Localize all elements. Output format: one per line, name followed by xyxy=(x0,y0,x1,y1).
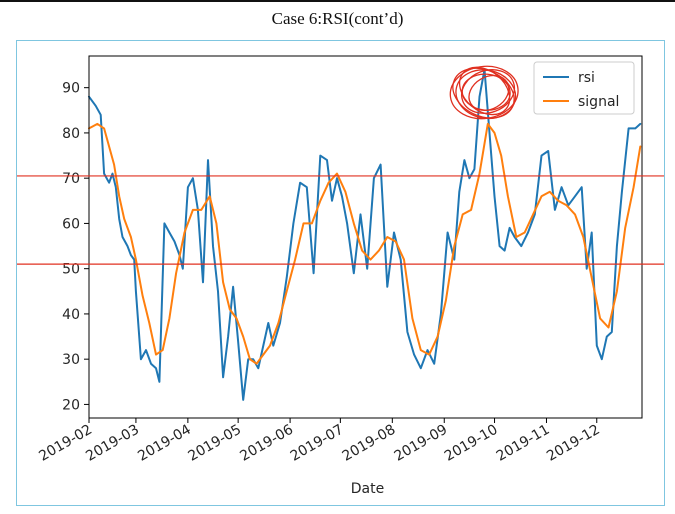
y-tick-label: 30 xyxy=(62,352,80,368)
plot-frame xyxy=(88,55,643,419)
x-tick-label: 2019-10 xyxy=(442,422,501,465)
y-tick-label: 40 xyxy=(62,307,80,323)
y-tick-label: 90 xyxy=(62,81,80,97)
x-tick-label: 2019-11 xyxy=(494,422,553,465)
y-tick-label: 60 xyxy=(62,216,80,232)
top-rule xyxy=(0,0,675,2)
y-tick-label: 50 xyxy=(62,262,80,278)
scribble-ring xyxy=(461,69,516,114)
plot-area xyxy=(89,56,642,418)
x-tick-label: 2019-03 xyxy=(83,422,142,465)
scribble-ring xyxy=(468,74,510,111)
x-tick-label: 2019-02 xyxy=(36,422,95,465)
slide-title: Case 6:RSI(cont’d) xyxy=(271,9,404,28)
legend-label-rsi: rsi xyxy=(578,70,595,86)
series-line-signal xyxy=(88,122,642,365)
x-tick-label: 2019-06 xyxy=(237,422,296,465)
legend-label-signal: signal xyxy=(578,94,619,110)
x-axis-label: Date xyxy=(351,481,384,497)
scribble-ring xyxy=(458,66,511,116)
y-tick-label: 80 xyxy=(62,126,80,142)
x-tick-label: 2019-09 xyxy=(392,422,451,465)
y-tick-label: 20 xyxy=(62,397,80,413)
series-line-rsi xyxy=(88,68,642,401)
figure-frame: 20 30 40 50 60 70 80 90 2019-02 2019-03 2019-04 201… xyxy=(16,40,665,506)
rsi-chart: 20304050607080902019-022019-032019-04201… xyxy=(17,55,664,497)
y-tick-label: 70 xyxy=(62,171,80,187)
x-tick-label: 2019-12 xyxy=(544,422,603,465)
x-tick-label: 2019-07 xyxy=(288,422,347,465)
x-tick-label: 2019-05 xyxy=(185,422,244,465)
x-tick-label: 2019-08 xyxy=(340,422,399,465)
x-tick-label: 2019-04 xyxy=(135,422,194,465)
scribble-circle xyxy=(449,65,519,120)
